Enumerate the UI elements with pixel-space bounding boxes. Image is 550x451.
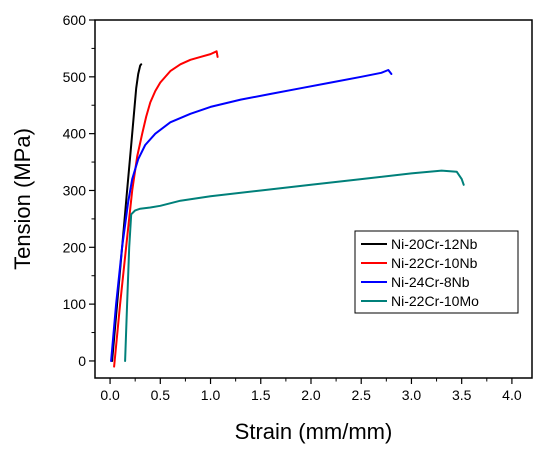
series-line-3 — [110, 69, 393, 362]
legend-label: Ni-24Cr-8Nb — [391, 274, 470, 290]
y-tick-label: 200 — [63, 239, 87, 255]
series-layer — [110, 50, 465, 368]
plot-frame — [94, 19, 533, 379]
x-tick-label: 4.0 — [502, 387, 522, 403]
x-tick-label: 0.5 — [151, 387, 171, 403]
y-tick-label: 400 — [63, 126, 87, 142]
x-tick-label: 3.5 — [452, 387, 472, 403]
x-tick-label: 0.0 — [100, 387, 120, 403]
y-tick-label: 500 — [63, 69, 87, 85]
legend-label: Ni-22Cr-10Nb — [391, 255, 478, 271]
series-line-4 — [124, 169, 465, 362]
y-tick-label: 100 — [63, 296, 87, 312]
legend: Ni-20Cr-12Nb Ni-22Cr-10Nb Ni-24Cr-8Nb Ni-22… — [354, 230, 519, 314]
x-tick-label: 1.5 — [251, 387, 271, 403]
y-axis-title: Tension (MPa) — [10, 128, 35, 270]
legend-label: Ni-20Cr-12Nb — [391, 236, 478, 252]
y-tick-label: 300 — [63, 182, 87, 198]
series-line-2 — [113, 50, 219, 368]
y-axis-ticks: 0 100 200 300 400 500 600 — [63, 12, 95, 369]
x-tick-label: 2.5 — [351, 387, 371, 403]
x-tick-label: 2.0 — [301, 387, 321, 403]
y-tick-label: 0 — [78, 353, 86, 369]
legend-label: Ni-22Cr-10Mo — [391, 293, 479, 309]
x-tick-label: 3.0 — [402, 387, 422, 403]
y-tick-label: 600 — [63, 12, 87, 28]
x-axis-ticks: 0.0 0.5 1.0 1.5 2.0 2.5 3.0 3.5 4.0 — [100, 378, 522, 403]
x-tick-label: 1.0 — [201, 387, 221, 403]
x-axis-title: Strain (mm/mm) — [235, 419, 393, 444]
